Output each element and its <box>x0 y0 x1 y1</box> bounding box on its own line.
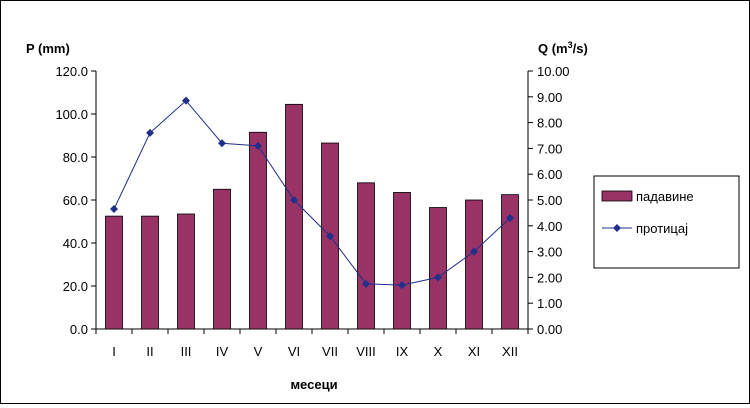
precipitation-bar <box>357 182 375 330</box>
discharge-marker <box>218 139 226 148</box>
precipitation-bar <box>393 192 411 330</box>
precipitation-bar <box>141 215 159 330</box>
x-tick-label: V <box>254 344 263 359</box>
discharge-marker <box>362 279 370 288</box>
legend: падавине протицај <box>593 175 740 269</box>
left-y-tick-label: 120.0 <box>55 64 88 79</box>
discharge-marker <box>290 196 298 204</box>
discharge-marker <box>326 232 334 241</box>
x-tick-label: XI <box>468 344 480 359</box>
right-y-tick-label: 0.00 <box>537 322 562 337</box>
discharge-line <box>113 99 511 286</box>
left-y-tick-label: 100.0 <box>55 107 88 122</box>
left-y-tick-label: 80.0 <box>63 150 88 165</box>
right-y-tick-label: 9.00 <box>537 90 562 105</box>
discharge-marker <box>146 128 154 137</box>
precipitation-bar <box>285 103 303 330</box>
x-tick-label: X <box>434 344 443 359</box>
left-axis-title: P (mm) <box>26 41 70 56</box>
right-axis-title: Q (m3/s) <box>538 40 588 56</box>
x-tick-label: VI <box>288 344 300 359</box>
x-tick-label: IX <box>396 344 409 359</box>
discharge-marker <box>434 273 442 282</box>
legend-label-precipitation: падавине <box>636 189 694 204</box>
right-y-tick-label: 4.00 <box>537 219 562 234</box>
precipitation-bar <box>249 131 267 330</box>
precipitation-bar <box>105 215 123 330</box>
right-y-tick-label: 3.00 <box>537 245 562 260</box>
right-y-tick-label: 1.00 <box>537 296 562 311</box>
right-y-tick-label: 6.00 <box>537 167 562 182</box>
legend-label-discharge: протицај <box>636 221 688 236</box>
right-y-tick-label: 5.00 <box>537 193 562 208</box>
x-tick-label: I <box>112 344 116 359</box>
plot-area: 0.0 20.0 40.0 60.0 80.0 100.0 120.0 0.00 1.00 2.0… <box>55 64 569 359</box>
discharge-marker <box>398 281 406 290</box>
x-tick-label: VIII <box>356 344 376 359</box>
discharge-marker <box>254 141 262 150</box>
x-tick-label: IV <box>216 344 229 359</box>
precipitation-bar <box>429 207 447 330</box>
right-y-tick-label: 2.00 <box>537 270 562 285</box>
x-axis-title: месеци <box>290 377 337 392</box>
precipitation-bar <box>177 213 195 330</box>
left-y-tick-label: 60.0 <box>63 193 88 208</box>
left-y-tick-label: 0.0 <box>70 322 88 337</box>
discharge-marker <box>470 247 478 256</box>
discharge-marker <box>506 214 514 223</box>
right-y-tick-label: 7.00 <box>537 141 562 156</box>
precipitation-bar <box>501 194 519 330</box>
legend-diamond-marker <box>613 224 621 232</box>
discharge-marker <box>110 205 118 214</box>
x-tick-label: VII <box>322 344 338 359</box>
discharge-marker <box>182 96 190 105</box>
left-y-tick-label: 40.0 <box>63 236 88 251</box>
x-tick-label: III <box>181 344 192 359</box>
x-tick-label: II <box>146 344 153 359</box>
right-y-tick-label: 8.00 <box>537 116 562 131</box>
legend-bar-swatch <box>601 190 633 202</box>
precipitation-bar <box>213 188 231 330</box>
precipitation-bar <box>465 199 483 330</box>
x-tick-label: XII <box>502 344 518 359</box>
right-y-tick-label: 10.00 <box>537 64 570 79</box>
left-y-tick-label: 20.0 <box>63 279 88 294</box>
